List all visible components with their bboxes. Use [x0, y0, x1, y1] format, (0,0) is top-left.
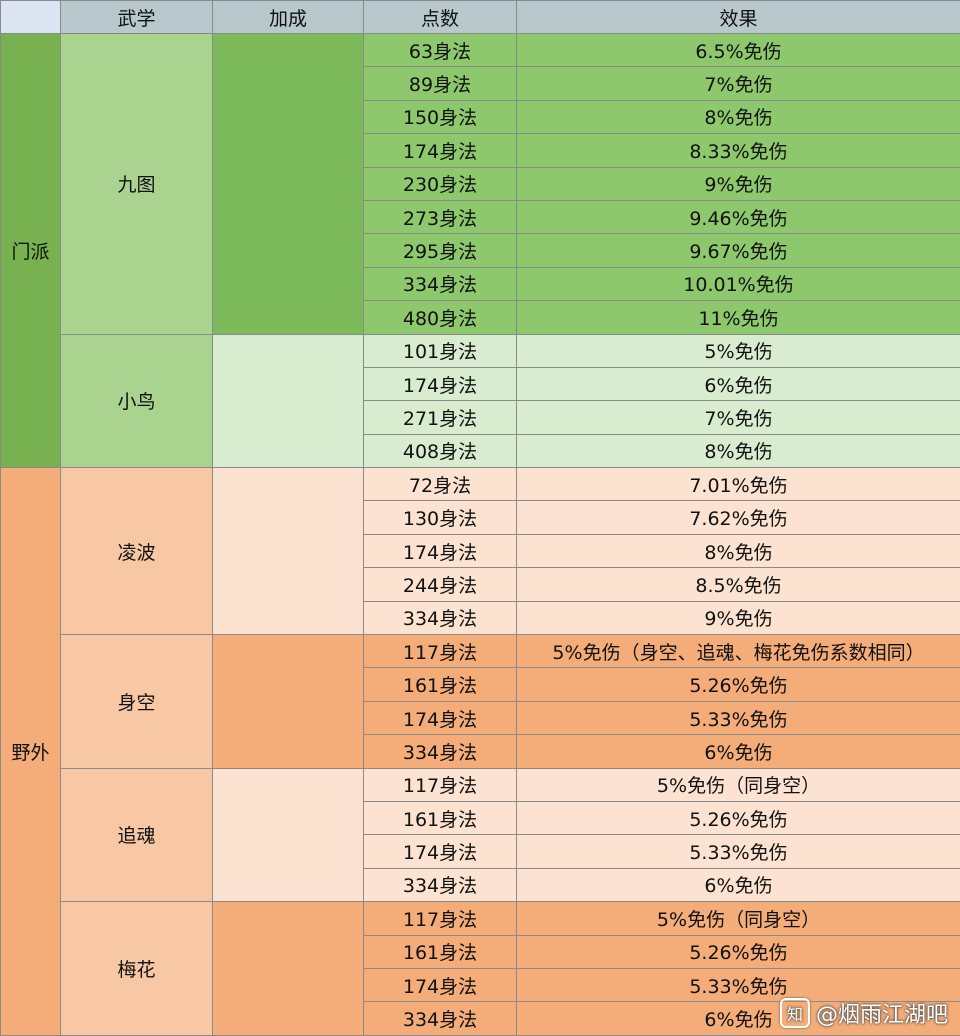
header-cell: 武学: [61, 1, 213, 34]
header-row: 武学 加成 点数 效果: [1, 1, 960, 34]
effect-cell: 9%免伤: [517, 601, 960, 634]
skill-cell: 小鸟: [61, 334, 213, 468]
skill-cell: 身空: [61, 635, 213, 769]
effect-cell: 5%免伤（同身空）: [517, 902, 960, 935]
points-cell: 161身法: [364, 935, 517, 968]
points-cell: 63身法: [364, 34, 517, 67]
effect-cell: 5.26%免伤: [517, 668, 960, 701]
effect-cell: 6.5%免伤: [517, 34, 960, 67]
bonus-cell: [213, 468, 364, 635]
points-cell: 174身法: [364, 367, 517, 400]
points-cell: 230身法: [364, 167, 517, 200]
section-cell: 门派: [1, 34, 61, 468]
section-cell: 野外: [1, 468, 61, 1036]
watermark-icon: 知: [780, 998, 810, 1028]
header-cell: 点数: [364, 1, 517, 34]
points-cell: 334身法: [364, 735, 517, 768]
skill-cell: 九图: [61, 34, 213, 335]
points-cell: 408身法: [364, 434, 517, 467]
effect-cell: 9.67%免伤: [517, 234, 960, 267]
points-cell: 295身法: [364, 234, 517, 267]
effect-cell: 5.26%免伤: [517, 935, 960, 968]
points-cell: 271身法: [364, 401, 517, 434]
bonus-cell: [213, 334, 364, 468]
points-cell: 480身法: [364, 301, 517, 334]
points-cell: 117身法: [364, 768, 517, 801]
points-cell: 89身法: [364, 67, 517, 100]
effect-cell: 8%免伤: [517, 434, 960, 467]
bonus-cell: [213, 902, 364, 1036]
bonus-cell: [213, 635, 364, 769]
points-cell: 273身法: [364, 200, 517, 233]
points-cell: 161身法: [364, 668, 517, 701]
effect-cell: 5.33%免伤: [517, 835, 960, 868]
effect-cell: 8%免伤: [517, 534, 960, 567]
skill-cell: 凌波: [61, 468, 213, 635]
points-cell: 130身法: [364, 501, 517, 534]
table-header: 武学 加成 点数 效果: [1, 1, 960, 34]
points-cell: 334身法: [364, 868, 517, 901]
points-cell: 174身法: [364, 534, 517, 567]
points-cell: 101身法: [364, 334, 517, 367]
points-cell: 174身法: [364, 134, 517, 167]
points-cell: 174身法: [364, 835, 517, 868]
effect-cell: 6%免伤: [517, 367, 960, 400]
effect-cell: 8.33%免伤: [517, 134, 960, 167]
points-cell: 174身法: [364, 968, 517, 1001]
points-cell: 334身法: [364, 601, 517, 634]
skill-cell: 梅花: [61, 902, 213, 1036]
header-cell: 效果: [517, 1, 960, 34]
watermark: 知 @烟雨江湖吧: [780, 997, 948, 1029]
effect-cell: 9.46%免伤: [517, 200, 960, 233]
points-cell: 334身法: [364, 1002, 517, 1035]
effect-cell: 6%免伤: [517, 735, 960, 768]
points-cell: 117身法: [364, 902, 517, 935]
bonus-cell: [213, 768, 364, 902]
points-cell: 161身法: [364, 801, 517, 834]
points-cell: 244身法: [364, 568, 517, 601]
effect-cell: 6%免伤: [517, 868, 960, 901]
effect-cell: 10.01%免伤: [517, 267, 960, 300]
effect-cell: 7.01%免伤: [517, 468, 960, 501]
points-cell: 72身法: [364, 468, 517, 501]
effect-cell: 7%免伤: [517, 401, 960, 434]
effect-cell: 11%免伤: [517, 301, 960, 334]
effect-cell: 5.33%免伤: [517, 701, 960, 734]
points-cell: 117身法: [364, 635, 517, 668]
skill-cell: 追魂: [61, 768, 213, 902]
effect-cell: 8.5%免伤: [517, 568, 960, 601]
effect-cell: 9%免伤: [517, 167, 960, 200]
effect-cell: 7%免伤: [517, 67, 960, 100]
effect-cell: 7.62%免伤: [517, 501, 960, 534]
bonus-cell: [213, 34, 364, 335]
header-cell: 加成: [213, 1, 364, 34]
points-cell: 174身法: [364, 701, 517, 734]
points-cell: 334身法: [364, 267, 517, 300]
points-cell: 150身法: [364, 100, 517, 133]
effect-cell: 5%免伤（身空、追魂、梅花免伤系数相同）: [517, 635, 960, 668]
effect-cell: 5%免伤（同身空）: [517, 768, 960, 801]
watermark-text: @烟雨江湖吧: [816, 997, 948, 1029]
effect-cell: 5.26%免伤: [517, 801, 960, 834]
effect-cell: 8%免伤: [517, 100, 960, 133]
corner-cell: [1, 1, 61, 34]
effect-cell: 5%免伤: [517, 334, 960, 367]
